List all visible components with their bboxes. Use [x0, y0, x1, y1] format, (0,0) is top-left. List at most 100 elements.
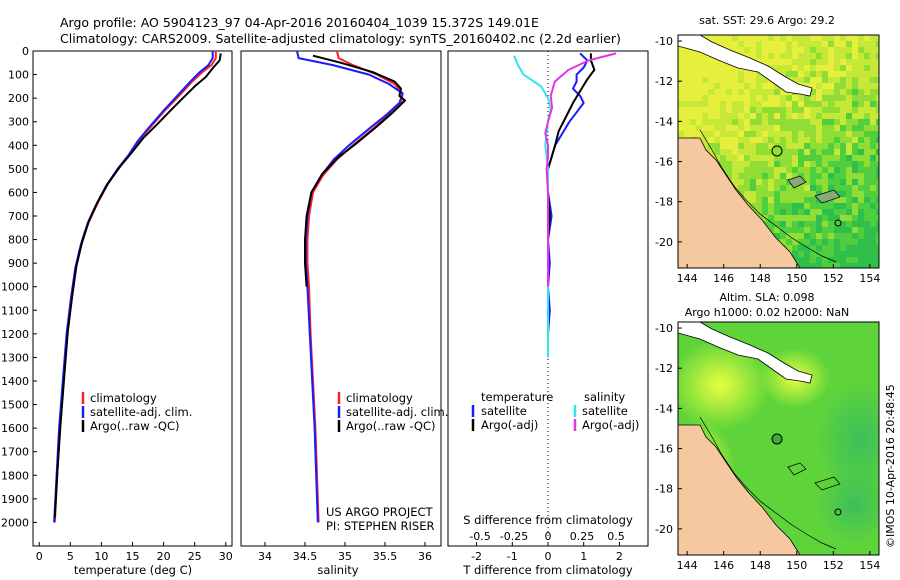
sst-cell — [876, 215, 879, 221]
sst-cell — [834, 65, 840, 71]
sst-cell — [798, 125, 804, 131]
sst-cell — [702, 107, 708, 113]
sst-cell — [858, 35, 864, 41]
sst-cell — [732, 71, 738, 77]
sst-cell — [678, 89, 684, 95]
sst-cell — [762, 143, 768, 149]
sst-cell — [792, 77, 798, 83]
sst-cell — [828, 233, 834, 239]
sst-cell — [756, 161, 762, 167]
map-lon-label: 150 — [786, 559, 807, 572]
sst-cell — [822, 179, 828, 185]
sst-cell — [822, 221, 828, 227]
sst-cell — [852, 125, 858, 131]
sst-cell — [852, 119, 858, 125]
sst-cell — [822, 173, 828, 179]
salinity-tick-label: 36 — [418, 550, 432, 563]
sst-cell — [750, 83, 756, 89]
sst-cell — [834, 143, 840, 149]
sst-cell — [858, 203, 864, 209]
sst-cell — [864, 95, 870, 101]
sst-cell — [840, 131, 846, 137]
sst-cell — [876, 161, 879, 167]
sst-cell — [840, 59, 846, 65]
sst-cell — [750, 41, 756, 47]
sst-cell — [774, 131, 780, 137]
legend-label-satellite: satellite-adj. clim. — [346, 405, 448, 419]
sst-cell — [804, 143, 810, 149]
sst-cell — [804, 167, 810, 173]
temperature-legend: climatology satellite-adj. clim. Argo(..… — [81, 391, 192, 433]
depth-tick-label: 0 — [22, 45, 29, 58]
sst-cell — [750, 35, 756, 41]
sst-cell — [834, 71, 840, 77]
legend-label-s-satellite: satellite — [582, 404, 628, 418]
sst-cell — [732, 101, 738, 107]
sst-cell — [792, 107, 798, 113]
sla-png-coast — [678, 322, 813, 384]
sst-cell — [840, 143, 846, 149]
sst-cell — [864, 185, 870, 191]
temperature-axis-label: temperature (deg C) — [74, 563, 192, 577]
sst-cell — [876, 89, 879, 95]
sst-cell — [702, 101, 708, 107]
sst-cell — [822, 47, 828, 53]
sst-cell — [774, 35, 780, 41]
sst-cell — [864, 125, 870, 131]
sst-cell — [708, 149, 714, 155]
sst-cell — [822, 65, 828, 71]
sst-cell — [714, 137, 720, 143]
sst-cell — [876, 59, 879, 65]
sst-cell — [786, 107, 792, 113]
sst-cell — [780, 35, 786, 41]
sst-cell — [798, 263, 804, 268]
sst-cell — [702, 53, 708, 59]
sst-cell — [870, 173, 876, 179]
sst-cell — [828, 107, 834, 113]
sst-cell — [696, 101, 702, 107]
sst-cell — [840, 185, 846, 191]
sst-cell — [732, 137, 738, 143]
sst-cell — [816, 185, 822, 191]
sst-cell — [876, 245, 879, 251]
sst-cell — [852, 173, 858, 179]
sst-cell — [834, 101, 840, 107]
sst-cell — [684, 83, 690, 89]
sst-cell — [708, 77, 714, 83]
series-s-satellite — [513, 55, 552, 358]
sst-cell — [714, 71, 720, 77]
sst-cell — [756, 137, 762, 143]
sst-cell — [870, 71, 876, 77]
sst-cell — [756, 119, 762, 125]
map-lon-label: 154 — [859, 272, 880, 285]
sst-cell — [834, 77, 840, 83]
sst-cell — [846, 119, 852, 125]
series-s-argo-adj- — [544, 52, 617, 287]
sst-cell — [726, 41, 732, 47]
sst-cell — [846, 191, 852, 197]
sst-cell — [780, 71, 786, 77]
sst-cell — [786, 215, 792, 221]
sst-cell — [846, 89, 852, 95]
sst-cell — [858, 263, 864, 268]
sst-cell — [786, 143, 792, 149]
sst-cell — [744, 113, 750, 119]
map-lat-label: -18 — [655, 483, 673, 496]
sst-cell — [822, 203, 828, 209]
temperature-tick-label: 10 — [94, 550, 108, 563]
sst-cell — [816, 71, 822, 77]
sst-cell — [852, 53, 858, 59]
sst-cell — [822, 233, 828, 239]
sst-cell — [756, 89, 762, 95]
sst-cell — [864, 35, 870, 41]
sst-cell — [864, 101, 870, 107]
sst-cell — [750, 203, 756, 209]
sst-cell — [804, 113, 810, 119]
sst-cell — [804, 155, 810, 161]
sst-cell — [798, 233, 804, 239]
sst-reef-1 — [787, 175, 807, 189]
sst-cell — [726, 65, 732, 71]
sst-cell — [792, 185, 798, 191]
sst-cell — [858, 95, 864, 101]
sst-cell — [768, 95, 774, 101]
